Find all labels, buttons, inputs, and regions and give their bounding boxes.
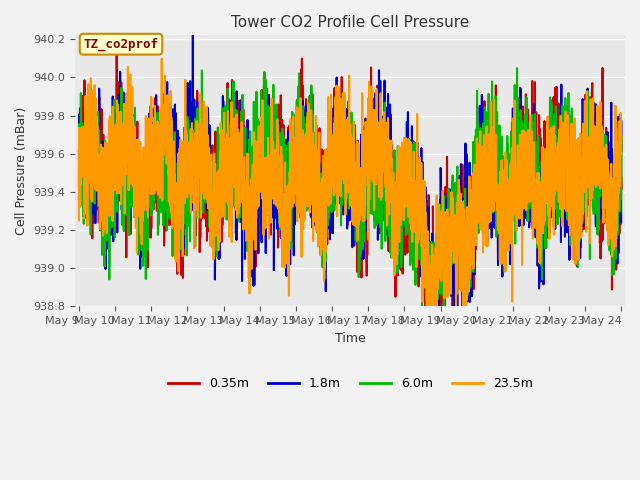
6.0m: [307, 133, 314, 139]
1.8m: [284, 231, 291, 237]
1.8m: [607, 184, 615, 190]
Title: Tower CO2 Profile Cell Pressure: Tower CO2 Profile Cell Pressure: [231, 15, 469, 30]
23.5m: [137, 232, 145, 238]
Text: TZ_co2prof: TZ_co2prof: [84, 37, 159, 51]
0.35m: [284, 247, 291, 252]
1.8m: [189, 29, 196, 35]
Line: 6.0m: 6.0m: [79, 68, 621, 349]
6.0m: [513, 65, 521, 71]
1.8m: [307, 133, 314, 139]
23.5m: [170, 183, 177, 189]
1.8m: [426, 343, 433, 348]
23.5m: [549, 161, 557, 167]
Line: 0.35m: 0.35m: [79, 50, 621, 385]
0.35m: [431, 383, 439, 388]
0.35m: [170, 168, 177, 174]
6.0m: [618, 180, 625, 186]
X-axis label: Time: Time: [335, 332, 365, 345]
0.35m: [307, 166, 314, 171]
0.35m: [618, 187, 625, 192]
23.5m: [429, 337, 436, 343]
0.35m: [549, 96, 557, 102]
Line: 23.5m: 23.5m: [79, 59, 621, 340]
Legend: 0.35m, 1.8m, 6.0m, 23.5m: 0.35m, 1.8m, 6.0m, 23.5m: [163, 372, 538, 396]
23.5m: [158, 56, 166, 61]
1.8m: [618, 149, 625, 155]
Y-axis label: Cell Pressure (mBar): Cell Pressure (mBar): [15, 107, 28, 235]
6.0m: [283, 169, 291, 175]
6.0m: [169, 169, 177, 175]
6.0m: [549, 199, 557, 205]
23.5m: [618, 136, 625, 142]
23.5m: [607, 196, 615, 202]
1.8m: [75, 197, 83, 203]
0.35m: [137, 209, 145, 215]
6.0m: [607, 232, 615, 238]
6.0m: [137, 226, 145, 231]
23.5m: [75, 218, 83, 224]
23.5m: [307, 202, 314, 207]
0.35m: [75, 146, 83, 152]
0.35m: [607, 178, 615, 184]
Line: 1.8m: 1.8m: [79, 32, 621, 346]
1.8m: [137, 190, 145, 196]
0.35m: [113, 47, 120, 53]
23.5m: [284, 261, 291, 266]
6.0m: [431, 347, 439, 352]
1.8m: [549, 188, 557, 194]
1.8m: [169, 106, 177, 112]
6.0m: [75, 184, 83, 190]
